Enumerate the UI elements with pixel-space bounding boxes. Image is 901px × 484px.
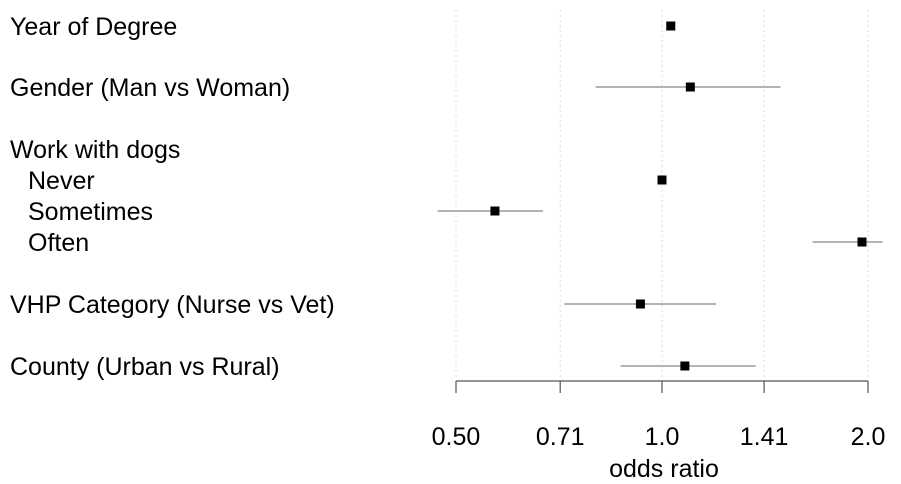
x-tick-label: 0.71: [536, 423, 585, 451]
point-estimate: [857, 237, 867, 247]
x-tick-label: 2.0: [851, 423, 886, 451]
confidence-intervals: [437, 86, 883, 367]
row-label: Never: [28, 167, 95, 195]
row-label: VHP Category (Nurse vs Vet): [10, 291, 335, 319]
point-estimate: [657, 175, 667, 185]
x-tick-label: 1.0: [645, 423, 680, 451]
gridlines: [455, 10, 869, 380]
point-estimate: [635, 299, 645, 309]
row-label: Year of Degree: [10, 13, 177, 41]
row-label: County (Urban vs Rural): [10, 353, 280, 381]
point-estimate: [685, 82, 695, 92]
point-estimate: [680, 361, 690, 371]
row-label: Work with dogs: [10, 136, 180, 164]
row-label: Sometimes: [28, 198, 153, 226]
row-labels: Year of Degree Gender (Man vs Woman) Work …: [10, 13, 335, 381]
row-label: Gender (Man vs Woman): [10, 74, 290, 102]
x-axis-title: odds ratio: [609, 455, 719, 483]
x-axis: 0.50 0.71 1.0 1.41 2.0: [432, 380, 886, 451]
point-estimate: [666, 21, 676, 31]
point-estimates: [490, 21, 867, 371]
x-tick-label: 1.41: [740, 423, 789, 451]
point-estimate: [490, 206, 500, 216]
row-label: Often: [28, 229, 89, 257]
x-tick-label: 0.50: [432, 423, 481, 451]
